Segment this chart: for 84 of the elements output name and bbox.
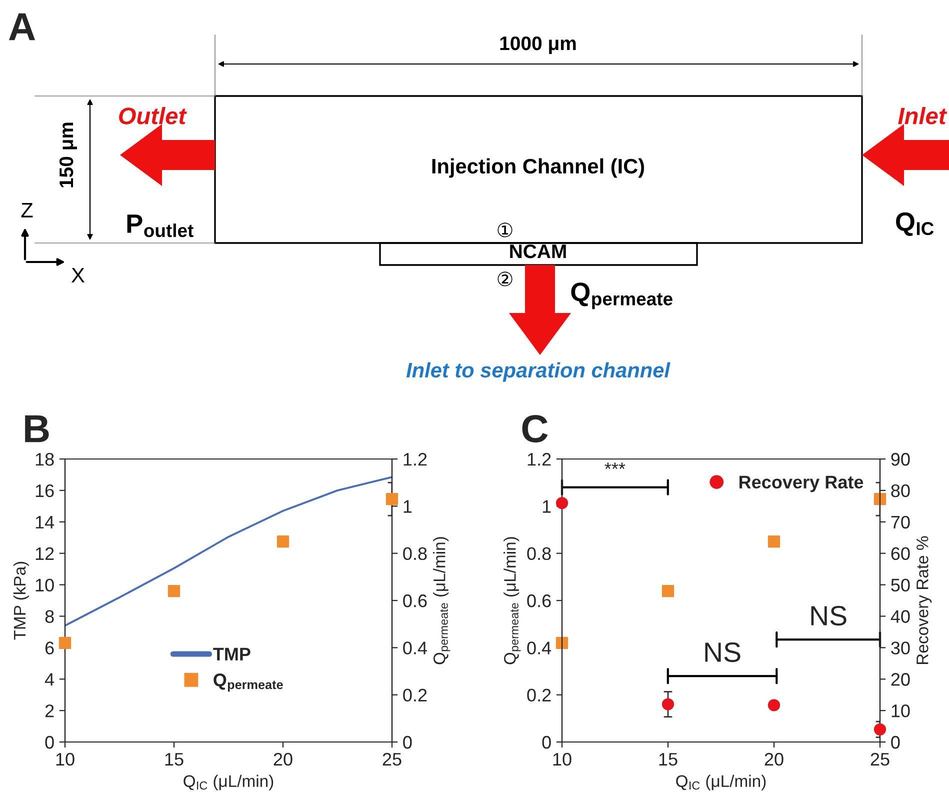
- text: ①: [498, 222, 512, 238]
- text: Inlet: [898, 106, 948, 124]
- y-tick-label: 10: [36, 578, 54, 592]
- text: A: [8, 13, 36, 40]
- text: 150 μm: [59, 122, 77, 188]
- y-tick-label: 0.2: [527, 688, 551, 702]
- point: [58, 636, 72, 650]
- y2-tick-label: 0.2: [403, 688, 427, 702]
- legend-label: Recovery Rate: [740, 476, 864, 492]
- y-tick-label: 1.2: [528, 452, 551, 466]
- text: Inlet to separation channel: [406, 362, 670, 382]
- x-tick-label: 10: [56, 752, 74, 766]
- y2-axis-title: Q$_{permeate}$ (μL/min): [433, 537, 450, 664]
- y2-tick-label: 0.8: [403, 547, 427, 560]
- y-tick-label: 0.6: [527, 594, 551, 608]
- text: ②: [498, 272, 512, 286]
- y2-tick-label: 20: [891, 673, 910, 686]
- point: [556, 496, 568, 510]
- y2-tick-label: 0: [891, 736, 900, 749]
- y-tick-label: 16: [36, 484, 54, 498]
- text: NCAM: [510, 244, 566, 258]
- y-axis-title: Q$_{permeate}$ (μL/min): [504, 537, 521, 664]
- point: [662, 584, 674, 598]
- y2-tick-label: 80: [891, 484, 910, 498]
- point: [874, 493, 886, 506]
- point: [874, 723, 886, 736]
- x-tick-label: 15: [659, 753, 678, 766]
- text: Q$_{permeate}$: [571, 282, 672, 310]
- text: Outlet: [119, 106, 187, 124]
- y-tick-label: 2: [45, 704, 54, 718]
- y-axis-title: TMP (kPa): [13, 562, 29, 640]
- y-tick-label: 0.4: [527, 642, 552, 654]
- chart-title: B: [25, 415, 49, 442]
- x-tick-label: 15: [165, 753, 184, 766]
- y2-tick-label: 1.2: [404, 452, 427, 466]
- point: [768, 535, 780, 548]
- y-tick-label: 12: [36, 547, 54, 560]
- x-tick-label: 25: [870, 752, 890, 766]
- y-tick-label: 1: [542, 500, 551, 513]
- y2-tick-label: 1: [404, 500, 412, 513]
- y-tick-label: 14: [36, 516, 54, 528]
- annotation: NS: [811, 606, 846, 626]
- y2-tick-label: 70: [891, 516, 910, 529]
- y-tick-label: 0.8: [527, 547, 551, 560]
- y2-tick-label: 30: [891, 642, 910, 654]
- point: [386, 493, 398, 506]
- y-tick-label: 6: [45, 642, 54, 654]
- chart-title: C: [522, 415, 548, 443]
- annotation: NS: [705, 642, 740, 662]
- point: [556, 636, 568, 650]
- x-tick-label: 20: [764, 752, 784, 766]
- x-tick-label: 20: [274, 752, 292, 766]
- legend-label: TMP: [213, 648, 250, 660]
- y-tick-label: 0: [542, 736, 551, 749]
- point: [662, 698, 674, 710]
- x-tick-label: 25: [382, 752, 402, 766]
- y-tick-label: 8: [45, 610, 54, 623]
- text: P$_{outlet}$: [127, 214, 194, 238]
- y-tick-label: 0: [45, 736, 54, 749]
- y2-tick-label: 50: [891, 578, 910, 592]
- point: [768, 699, 780, 712]
- x-axis-title: Q$_{IC}$ (μL/min): [184, 774, 274, 790]
- y2-tick-label: 40: [890, 610, 910, 623]
- annotation: ***: [604, 462, 626, 469]
- y2-tick-label: 0.6: [403, 594, 427, 608]
- y2-tick-label: 0.4: [403, 642, 427, 654]
- y-tick-label: 18: [36, 452, 54, 466]
- point: [168, 584, 180, 598]
- text: Q$_{IC}$: [896, 212, 934, 236]
- x-tick-label: 10: [553, 752, 572, 766]
- y2-tick-label: 10: [892, 704, 910, 718]
- text: 1000 μm: [500, 36, 576, 54]
- x-axis-title: Q$_{IC}$ (μL/min): [676, 774, 766, 790]
- y-tick-label: 4: [44, 673, 54, 686]
- y2-tick-label: 60: [891, 547, 910, 560]
- y2-axis-title: Recovery Rate %: [916, 536, 932, 664]
- y2-tick-label: 90: [891, 452, 910, 466]
- text: Z: [21, 203, 33, 218]
- text: X: [72, 268, 85, 282]
- point: [276, 535, 290, 548]
- y2-tick-label: 0: [403, 736, 412, 749]
- line-series: [65, 476, 392, 627]
- legend-label: Q$_{permeate}$: [214, 674, 283, 692]
- text: Injection Channel (IC): [432, 158, 644, 178]
